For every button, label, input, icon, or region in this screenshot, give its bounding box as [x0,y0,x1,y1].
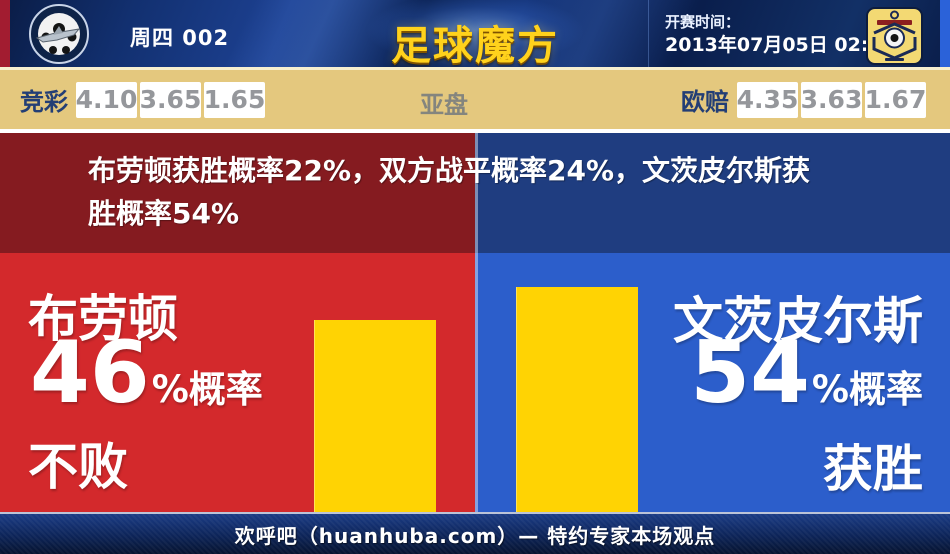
odds-bar: 竞彩 4.10 3.65 1.65 亚盘 欧赔 4.35 3.63 1.67 [0,70,950,129]
kickoff-time-value: 2013年07月05日 02:30 [665,33,895,56]
match-number-label: 周四 002 [130,26,230,50]
home-probability-value: 46 %概率 [30,329,263,417]
jingcai-label: 竞彩 [20,88,68,116]
jingcai-odds-group: 竞彩 4.10 3.65 1.65 [20,70,265,129]
summary-band-away [475,133,950,253]
away-probability-bar [516,287,638,512]
home-team-name: 布劳顿 [28,290,178,348]
odds-divider-line [0,129,950,133]
home-probability-bar [314,320,436,512]
home-color-stripe [0,0,10,67]
oupei-odds-group: 欧赔 4.35 3.63 1.67 [681,70,926,129]
away-team-name: 文茨皮尔斯 [673,292,923,350]
header-bar: 周四 002 足球魔方 开赛时间： 2013年07月05日 02:30 [0,0,950,67]
away-probability-value: 54 %概率 [690,329,923,417]
away-percent-number: 54 [690,323,810,423]
summary-band-home [0,133,475,253]
prediction-content: 布劳顿获胜概率22%，双方战平概率24%，文茨皮尔斯获 胜概率54% 布劳顿 4… [0,133,950,512]
logo-glow-decoration [365,0,585,67]
probability-summary-line2: 胜概率54% [88,197,240,230]
oupei-odd-home: 4.35 [737,81,798,118]
home-team-crest-icon [29,4,89,64]
home-percent-suffix: %概率 [151,368,263,411]
jingcai-odd-draw: 3.65 [140,81,201,118]
center-divider-line [475,133,478,512]
yapan-label: 亚盘 [420,91,468,119]
probability-summary-line1: 布劳顿获胜概率22%，双方战平概率24%，文茨皮尔斯获 [88,154,811,187]
kickoff-time-block: 开赛时间： 2013年07月05日 02:30 [665,13,895,57]
away-percent-suffix: %概率 [811,368,923,411]
jingcai-odd-home: 4.10 [76,81,137,118]
footer-source-text: 欢呼吧（huanhuba.com）— 特约专家本场观点 [234,523,716,548]
header-divider-line [0,67,950,70]
away-team-crest-icon [866,7,923,65]
kickoff-time-label: 开赛时间： [665,13,741,31]
probability-summary: 布劳顿获胜概率22%，双方战平概率24%，文茨皮尔斯获 胜概率54% [88,149,810,235]
oupei-odd-away: 1.67 [865,81,926,118]
jingcai-odd-away: 1.65 [204,81,265,118]
home-outcome-label: 不败 [28,438,128,496]
away-outcome-label: 获胜 [823,440,923,498]
header-section-divider [648,0,649,67]
footer-divider-line [0,512,950,514]
away-color-stripe [940,0,950,67]
home-percent-number: 46 [30,323,150,423]
oupei-odd-draw: 3.63 [801,81,862,118]
footer-bar: 欢呼吧（huanhuba.com）— 特约专家本场观点 [0,514,950,554]
oupei-label: 欧赔 [681,88,729,116]
app-logo: 足球魔方 [391,23,559,67]
